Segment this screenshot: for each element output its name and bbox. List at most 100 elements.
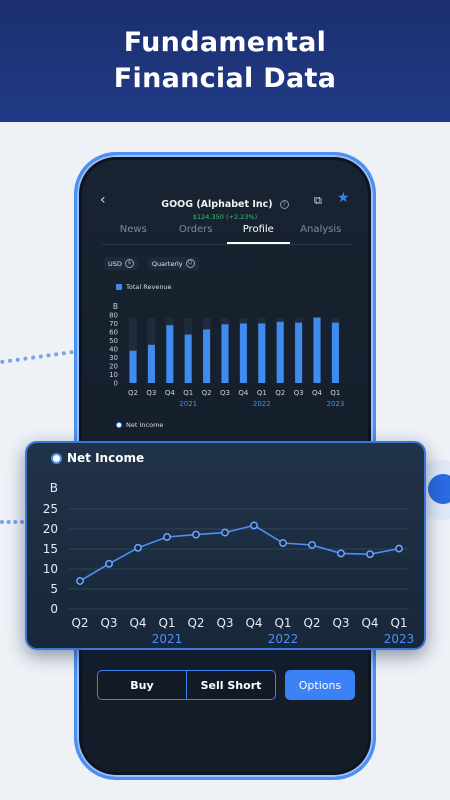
revenue-x-tick: Q2 bbox=[275, 389, 285, 397]
net-income-mini-label: Net Income bbox=[126, 421, 164, 429]
revenue-x-tick: Q1 bbox=[257, 389, 267, 397]
revenue-x-tick: Q3 bbox=[146, 389, 156, 397]
revenue-bar bbox=[129, 350, 137, 383]
revenue-bar bbox=[147, 344, 155, 383]
net-income-point bbox=[221, 528, 229, 537]
dollar-icon: $ bbox=[124, 259, 134, 268]
tab-profile[interactable]: Profile bbox=[227, 220, 290, 244]
net-income-point bbox=[250, 521, 258, 530]
revenue-y-tick: 60 bbox=[109, 329, 118, 337]
net-income-chart: B 25 20 15 10 5 0 Q2 Q3 Q4 Q1 Q2 Q3 Q4 Q1 Q2 Q3 Q4 Q1 2021 2… bbox=[43, 481, 415, 646]
revenue-y-tick: 10 bbox=[109, 371, 118, 379]
revenue-x-tick: Q2 bbox=[128, 389, 138, 397]
net-income-y-tick: 15 bbox=[43, 542, 58, 556]
revenue-x-tick: Q4 bbox=[312, 389, 323, 397]
stock-price: $124.350 (+2.23%) bbox=[192, 213, 258, 221]
net-income-x-tick: Q3 bbox=[100, 616, 117, 630]
promo-banner: Fundamental Financial Data bbox=[0, 0, 450, 122]
net-income-year-label: 2023 bbox=[384, 632, 415, 646]
net-income-x-tick: Q1 bbox=[158, 616, 175, 630]
revenue-legend-label: Total Revenue bbox=[126, 283, 172, 291]
revenue-y-tick: 80 bbox=[109, 312, 118, 320]
revenue-x-tick: Q1 bbox=[183, 389, 193, 397]
revenue-bar bbox=[258, 323, 266, 383]
net-income-y-tick: 10 bbox=[43, 562, 58, 576]
revenue-bar bbox=[295, 322, 303, 383]
revenue-y-tick: 30 bbox=[109, 354, 118, 362]
net-income-x-tick: Q3 bbox=[332, 616, 349, 630]
star-icon[interactable]: ★ bbox=[337, 190, 350, 206]
net-income-x-tick: Q4 bbox=[129, 616, 146, 630]
net-income-title: Net Income bbox=[67, 451, 145, 465]
net-income-x-tick: Q4 bbox=[361, 616, 378, 630]
revenue-x-tick: Q3 bbox=[220, 389, 230, 397]
net-income-x-tick: Q3 bbox=[216, 616, 233, 630]
net-income-card: Net Income B 25 20 15 10 5 0 Q2 Q3 Q4 Q1 Q2 Q3 Q4 Q1 Q2… bbox=[25, 441, 426, 650]
revenue-y-tick: 20 bbox=[109, 363, 118, 371]
net-income-x-tick: Q4 bbox=[245, 616, 262, 630]
net-income-point bbox=[163, 533, 171, 541]
share-icon[interactable]: ⧉ bbox=[314, 194, 322, 207]
revenue-bar bbox=[166, 325, 174, 383]
revenue-unit-label: B bbox=[113, 302, 118, 311]
decorative-dot bbox=[428, 474, 450, 504]
revenue-bar bbox=[221, 324, 229, 383]
net-income-year-label: 2022 bbox=[268, 632, 299, 646]
revenue-y-tick: 50 bbox=[109, 337, 118, 345]
legend-square-icon bbox=[116, 284, 122, 290]
info-icon[interactable]: ? bbox=[279, 200, 289, 209]
net-income-x-tick: Q1 bbox=[274, 616, 291, 630]
net-income-point bbox=[395, 544, 403, 553]
quarter-icon: Q bbox=[185, 259, 195, 268]
trade-button-group: Buy Sell Short bbox=[97, 670, 276, 700]
banner-title-line-2: Financial Data bbox=[113, 63, 337, 94]
net-income-x-tick: Q2 bbox=[71, 616, 88, 630]
net-income-x-tick: Q1 bbox=[390, 616, 407, 630]
revenue-x-tick: Q3 bbox=[294, 389, 304, 397]
sell-short-button[interactable]: Sell Short bbox=[187, 670, 276, 700]
tab-analysis[interactable]: Analysis bbox=[300, 224, 342, 235]
revenue-y-tick: 70 bbox=[109, 320, 118, 328]
revenue-y-tick: 40 bbox=[109, 346, 118, 354]
net-income-point bbox=[279, 539, 287, 547]
stock-title-block: GOOG (Alphabet Inc) ? $124.350 (+2.23%) bbox=[82, 192, 368, 221]
net-income-point bbox=[192, 530, 200, 539]
revenue-bar bbox=[276, 321, 284, 383]
net-income-y-tick: 5 bbox=[50, 582, 58, 596]
net-income-year-label: 2021 bbox=[152, 632, 183, 646]
stock-title: GOOG (Alphabet Inc) bbox=[161, 199, 273, 210]
back-arrow-icon[interactable]: ‹ bbox=[100, 192, 106, 208]
buy-button[interactable]: Buy bbox=[97, 670, 187, 700]
decorative-dotted-line bbox=[0, 349, 74, 365]
revenue-year-label: 2022 bbox=[253, 400, 271, 408]
legend-ring-icon bbox=[116, 422, 122, 428]
net-income-point bbox=[366, 550, 374, 559]
revenue-bar bbox=[203, 329, 211, 383]
tab-news[interactable]: News bbox=[119, 224, 147, 235]
period-label: Quarterly bbox=[151, 259, 183, 268]
tab-orders[interactable]: Orders bbox=[178, 224, 213, 235]
legend-ring-icon bbox=[51, 452, 62, 464]
currency-selector[interactable]: USD $ bbox=[104, 257, 138, 270]
tab-bar: News Orders Profile Analysis bbox=[102, 220, 352, 244]
net-income-point bbox=[337, 549, 345, 558]
banner-title-line-1: Fundamental bbox=[123, 27, 327, 58]
options-button[interactable]: Options bbox=[285, 670, 355, 700]
currency-label: USD bbox=[108, 259, 122, 268]
net-income-point bbox=[76, 577, 84, 585]
app-header: ‹ GOOG (Alphabet Inc) ? $124.350 (+2.23%… bbox=[82, 188, 368, 221]
revenue-bar bbox=[239, 323, 247, 383]
net-income-y-tick: 25 bbox=[43, 502, 58, 516]
revenue-x-tick: Q2 bbox=[202, 389, 212, 397]
tab-divider bbox=[102, 244, 352, 245]
revenue-bar bbox=[331, 322, 339, 383]
net-income-mini-legend: Net Income bbox=[116, 421, 163, 429]
net-income-unit-label: B bbox=[50, 481, 58, 495]
period-selector[interactable]: Quarterly Q bbox=[147, 257, 199, 270]
revenue-year-label: 2021 bbox=[179, 400, 197, 408]
revenue-bar bbox=[184, 334, 192, 383]
revenue-legend: Total Revenue bbox=[116, 283, 172, 291]
revenue-year-label: 2023 bbox=[326, 400, 344, 408]
revenue-bar bbox=[313, 317, 321, 383]
